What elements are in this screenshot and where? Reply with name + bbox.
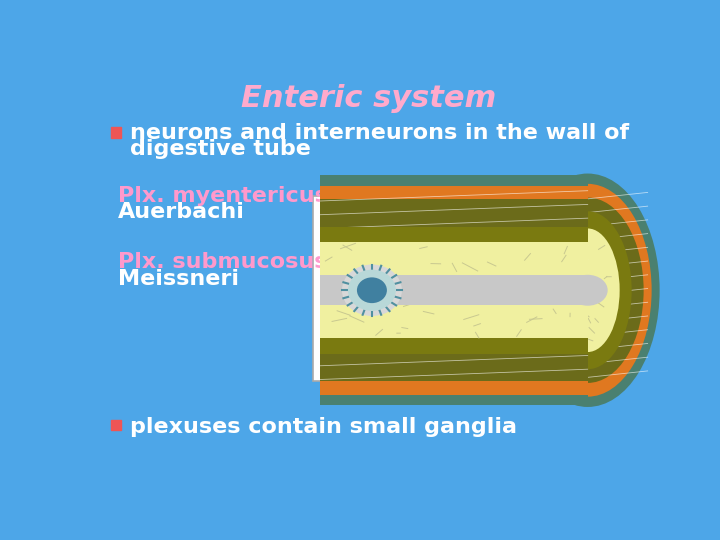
Ellipse shape xyxy=(348,269,396,311)
Ellipse shape xyxy=(516,173,660,407)
Ellipse shape xyxy=(544,211,631,369)
Text: plexuses contain small ganglia: plexuses contain small ganglia xyxy=(130,416,517,436)
Text: Muscularis interna: Muscularis interna xyxy=(360,235,493,246)
Text: Auerbachi: Auerbachi xyxy=(118,202,245,222)
Ellipse shape xyxy=(532,198,644,383)
Text: Muscularis externa: Muscularis externa xyxy=(360,206,517,217)
Bar xyxy=(320,176,588,405)
Text: digestive tube: digestive tube xyxy=(130,139,311,159)
Text: Serosa: Serosa xyxy=(416,183,533,192)
Ellipse shape xyxy=(556,228,620,352)
Bar xyxy=(320,227,588,354)
Text: Enteric system: Enteric system xyxy=(241,84,497,112)
Bar xyxy=(320,186,588,395)
Bar xyxy=(320,186,588,395)
Bar xyxy=(320,199,588,381)
Text: Myenteric plexus: Myenteric plexus xyxy=(508,358,615,384)
Ellipse shape xyxy=(357,278,387,303)
Bar xyxy=(320,176,588,405)
Text: Plx. submucosus: Plx. submucosus xyxy=(118,252,328,272)
Text: neurons and interneurons in the wall of: neurons and interneurons in the wall of xyxy=(130,123,629,143)
Text: Plx. myentericus: Plx. myentericus xyxy=(118,186,328,206)
Text: Submucous plexus: Submucous plexus xyxy=(456,330,572,371)
Text: Meissneri: Meissneri xyxy=(118,269,239,289)
Text: Submucosa: Submucosa xyxy=(388,254,477,265)
Ellipse shape xyxy=(523,184,652,397)
Bar xyxy=(111,127,121,138)
Bar xyxy=(320,242,588,338)
Bar xyxy=(320,275,588,305)
Bar xyxy=(288,170,588,410)
Bar xyxy=(313,196,623,381)
Bar xyxy=(320,199,588,381)
Bar xyxy=(111,420,121,430)
Ellipse shape xyxy=(342,265,402,316)
Bar xyxy=(320,275,588,305)
Bar xyxy=(320,242,588,338)
Bar xyxy=(320,227,588,354)
Ellipse shape xyxy=(568,275,608,306)
